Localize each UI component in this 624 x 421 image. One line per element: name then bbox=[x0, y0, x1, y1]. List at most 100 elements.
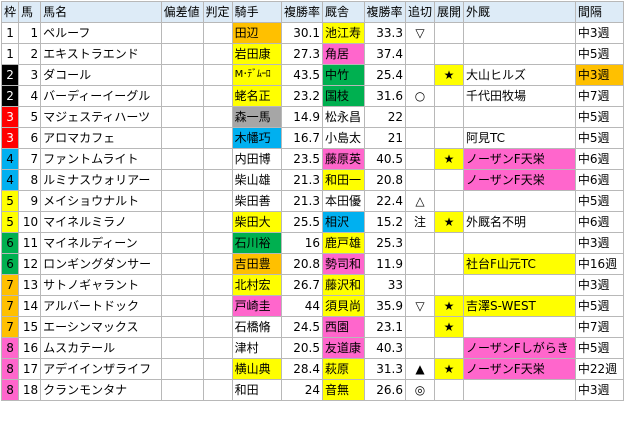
stable-rate: 15.2 bbox=[363, 211, 406, 233]
stable-rate: 25.4 bbox=[363, 64, 406, 86]
gaikyu-name: ノーザンF天栄 bbox=[463, 358, 576, 380]
tenkai-mark bbox=[434, 22, 465, 44]
deviation-value bbox=[160, 358, 204, 380]
jockey-name: 石橋脩 bbox=[231, 316, 282, 338]
stable-name: 西園 bbox=[322, 316, 365, 338]
interval: 中7週 bbox=[574, 316, 624, 338]
oikiri-mark bbox=[404, 127, 436, 149]
horse-number: 4 bbox=[18, 85, 42, 107]
oikiri-mark bbox=[404, 43, 436, 65]
tenkai-mark bbox=[434, 337, 465, 359]
table-row: 4 7 ファントムライト 内田博 23.5 藤原英 40.5 ★ ノーザンF天栄 中6週 bbox=[0, 148, 624, 170]
horse-name: マイネルミラノ bbox=[40, 211, 162, 233]
gaikyu-name: ノーザンF天栄 bbox=[463, 169, 576, 191]
table-row: 8 18 クランモンタナ 和田 24 音無 26.6 ◎ 中3週 bbox=[0, 379, 624, 401]
table-row: 7 15 エーシンマックス 石橋脩 24.5 西園 23.1 ★ 中7週 bbox=[0, 316, 624, 338]
horse-name: エーシンマックス bbox=[40, 316, 162, 338]
table-row: 4 8 ルミナスウォリアー 柴山雄 21.3 和田一 20.8 ノーザンF天栄 中6週 bbox=[0, 169, 624, 191]
stable-name: 小島太 bbox=[322, 127, 365, 149]
interval: 中5週 bbox=[574, 106, 624, 128]
tenkai-mark bbox=[434, 106, 465, 128]
stable-rate: 35.9 bbox=[363, 295, 406, 317]
jockey-name: 柴田善 bbox=[231, 190, 282, 212]
deviation-value bbox=[160, 211, 204, 233]
oikiri-mark bbox=[404, 148, 436, 170]
tenkai-mark: ★ bbox=[434, 148, 465, 170]
deviation-value bbox=[160, 169, 204, 191]
judgement bbox=[202, 337, 233, 359]
jockey-name: 柴田大 bbox=[231, 211, 282, 233]
judgement bbox=[202, 274, 233, 296]
jockey-name: 柴山雄 bbox=[231, 169, 282, 191]
horse-number: 18 bbox=[18, 379, 42, 401]
jockey-rate: 21.3 bbox=[280, 169, 324, 191]
stable-name: 藤沢和 bbox=[322, 274, 365, 296]
interval: 中3週 bbox=[574, 379, 624, 401]
stable-name: 角居 bbox=[322, 43, 365, 65]
judgement bbox=[202, 190, 233, 212]
table-row: 3 5 マジェスティハーツ 森一馬 14.9 松永昌 22 中5週 bbox=[0, 106, 624, 128]
stable-rate: 25.3 bbox=[363, 232, 406, 254]
jockey-rate: 14.9 bbox=[280, 106, 324, 128]
oikiri-mark bbox=[404, 274, 436, 296]
horse-name: ルミナスウォリアー bbox=[40, 169, 162, 191]
jockey-rate: 30.1 bbox=[280, 22, 324, 44]
jockey-rate: 21.3 bbox=[280, 190, 324, 212]
table-row: 1 2 エキストラエンド 岩田康 27.3 角居 37.4 中5週 bbox=[0, 43, 624, 65]
horse-name: マイネルディーン bbox=[40, 232, 162, 254]
jockey-name: 石川裕 bbox=[231, 232, 282, 254]
oikiri-mark: ▲ bbox=[404, 358, 436, 380]
stable-rate: 33 bbox=[363, 274, 406, 296]
waku-cell: 7 bbox=[0, 274, 20, 296]
oikiri-mark: ○ bbox=[404, 85, 436, 107]
tenkai-mark: ★ bbox=[434, 316, 465, 338]
tenkai-mark bbox=[434, 169, 465, 191]
stable-rate: 21 bbox=[363, 127, 406, 149]
waku-cell: 6 bbox=[0, 253, 20, 275]
stable-name: 国枝 bbox=[322, 85, 365, 107]
horse-number: 6 bbox=[18, 127, 42, 149]
stable-rate: 40.5 bbox=[363, 148, 406, 170]
interval: 中3週 bbox=[574, 274, 624, 296]
horse-name: マジェスティハーツ bbox=[40, 106, 162, 128]
gaikyu-name bbox=[463, 106, 576, 128]
interval: 中5週 bbox=[574, 127, 624, 149]
interval: 中16週 bbox=[574, 253, 624, 275]
waku-cell: 5 bbox=[0, 211, 20, 233]
table-row: 5 10 マイネルミラノ 柴田大 25.5 相沢 15.2 注 ★ 外厩名不明 中6週 bbox=[0, 211, 624, 233]
col-header-stable-rate: 複勝率 bbox=[363, 1, 406, 23]
interval: 中5週 bbox=[574, 337, 624, 359]
waku-cell: 7 bbox=[0, 295, 20, 317]
jockey-rate: 16 bbox=[280, 232, 324, 254]
table-row: 3 6 アロマカフェ 木幡巧 16.7 小島太 21 阿見TC 中5週 bbox=[0, 127, 624, 149]
table-body: 1 1 ペルーフ 田辺 30.1 池江寿 33.3 ▽ 中3週 1 2 エキストラエンド 岩田康 27.3… bbox=[0, 22, 624, 401]
gaikyu-name bbox=[463, 22, 576, 44]
horse-name: アロマカフェ bbox=[40, 127, 162, 149]
stable-rate: 26.6 bbox=[363, 379, 406, 401]
col-header-interval: 間隔 bbox=[574, 1, 624, 23]
judgement bbox=[202, 211, 233, 233]
waku-cell: 8 bbox=[0, 337, 20, 359]
waku-cell: 1 bbox=[0, 22, 20, 44]
waku-cell: 4 bbox=[0, 169, 20, 191]
stable-name: 池江寿 bbox=[322, 22, 365, 44]
gaikyu-name: ノーザンFしがらき bbox=[463, 337, 576, 359]
jockey-name: 森一馬 bbox=[231, 106, 282, 128]
judgement bbox=[202, 148, 233, 170]
jockey-rate: 24 bbox=[280, 379, 324, 401]
jockey-name: 田辺 bbox=[231, 22, 282, 44]
gaikyu-name: 大山ヒルズ bbox=[463, 64, 576, 86]
oikiri-mark: ▽ bbox=[404, 22, 436, 44]
jockey-rate: 24.5 bbox=[280, 316, 324, 338]
stable-name: 中竹 bbox=[322, 64, 365, 86]
jockey-name: 吉田豊 bbox=[231, 253, 282, 275]
gaikyu-name bbox=[463, 379, 576, 401]
col-header-jockey-rate: 複勝率 bbox=[280, 1, 324, 23]
col-header-judgement: 判定 bbox=[202, 1, 233, 23]
stable-name: 鹿戸雄 bbox=[322, 232, 365, 254]
col-header-gaikyu: 外厩 bbox=[463, 1, 576, 23]
waku-cell: 3 bbox=[0, 127, 20, 149]
oikiri-mark: ◎ bbox=[404, 379, 436, 401]
tenkai-mark bbox=[434, 127, 465, 149]
col-header-waku: 枠 bbox=[0, 1, 20, 23]
